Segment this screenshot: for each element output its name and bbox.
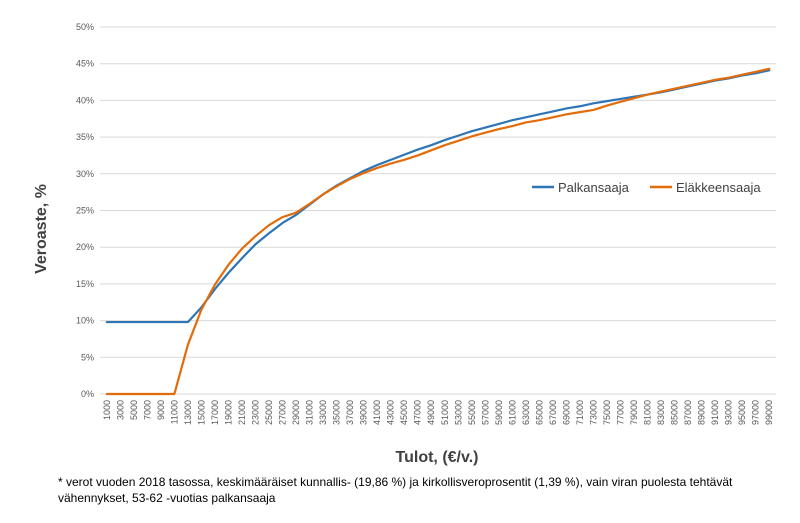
x-tick-label: 51000	[440, 400, 450, 425]
x-tick-label: 95000	[737, 400, 747, 425]
y-tick-label: 0%	[81, 389, 94, 399]
y-axis-ticks: 0% 5% 10% 15% 20% 25% 30% 35% 40% 45% 50%	[76, 22, 94, 399]
x-tick-label: 29000	[291, 400, 301, 425]
x-axis-title: Tulot, (€/v.)	[396, 449, 479, 466]
x-tick-label: 15000	[196, 400, 206, 425]
y-tick-label: 35%	[76, 132, 94, 142]
x-tick-label: 63000	[521, 400, 531, 425]
x-tick-label: 87000	[683, 400, 693, 425]
x-tick-label: 61000	[507, 400, 517, 425]
x-tick-label: 85000	[670, 400, 680, 425]
x-tick-label: 17000	[210, 400, 220, 425]
x-tick-label: 47000	[413, 400, 423, 425]
legend: Palkansaaja Eläkkeensaaja	[532, 180, 761, 195]
x-tick-label: 45000	[399, 400, 409, 425]
x-tick-label: 65000	[534, 400, 544, 425]
x-tick-label: 97000	[751, 400, 761, 425]
x-tick-label: 91000	[710, 400, 720, 425]
x-tick-label: 79000	[629, 400, 639, 425]
x-tick-label: 49000	[426, 400, 436, 425]
y-tick-label: 10%	[76, 316, 94, 326]
x-tick-label: 3000	[115, 400, 125, 420]
x-tick-label: 25000	[264, 400, 274, 425]
x-axis-ticks: 1000 3000 5000 7000 9000 11000 13000 15000 17000…	[102, 400, 774, 425]
x-tick-label: 89000	[697, 400, 707, 425]
y-axis-title: Veroaste, %	[33, 184, 50, 274]
x-tick-label: 13000	[183, 400, 193, 425]
x-tick-label: 55000	[467, 400, 477, 425]
x-tick-label: 73000	[588, 400, 598, 425]
x-tick-label: 59000	[494, 400, 504, 425]
x-tick-label: 27000	[278, 400, 288, 425]
x-tick-label: 71000	[575, 400, 585, 425]
x-tick-label: 67000	[548, 400, 558, 425]
series-lines	[105, 67, 771, 396]
x-tick-label: 21000	[237, 400, 247, 425]
x-tick-label: 41000	[372, 400, 382, 425]
series-line-2	[105, 67, 771, 396]
x-tick-label: 33000	[318, 400, 328, 425]
x-tick-label: 1000	[102, 400, 112, 420]
x-tick-label: 37000	[345, 400, 355, 425]
x-tick-label: 57000	[480, 400, 490, 425]
x-tick-label: 11000	[169, 400, 179, 424]
x-tick-label: 35000	[332, 400, 342, 425]
x-tick-label: 39000	[359, 400, 369, 425]
x-tick-label: 93000	[724, 400, 734, 425]
y-tick-label: 50%	[76, 22, 94, 32]
legend-label-2: Eläkkeensaaja	[676, 180, 761, 195]
x-tick-label: 31000	[305, 400, 315, 425]
x-tick-label: 75000	[602, 400, 612, 425]
y-tick-label: 40%	[76, 95, 94, 105]
x-tick-label: 77000	[616, 400, 626, 425]
x-tick-label: 53000	[453, 400, 463, 425]
x-tick-label: 83000	[656, 400, 666, 425]
x-tick-label: 7000	[142, 400, 152, 420]
legend-label-1: Palkansaaja	[558, 180, 630, 195]
x-tick-label: 43000	[386, 400, 396, 425]
footnote: * verot vuoden 2018 tasossa, keskimääräi…	[58, 475, 733, 505]
y-tick-label: 45%	[76, 59, 94, 69]
x-tick-label: 81000	[643, 400, 653, 425]
y-tick-label: 20%	[76, 242, 94, 252]
y-tick-label: 5%	[81, 352, 94, 362]
x-tick-label: 23000	[250, 400, 260, 425]
y-tick-label: 30%	[76, 169, 94, 179]
x-tick-label: 99000	[764, 400, 774, 425]
gridlines	[100, 26, 776, 395]
y-tick-label: 15%	[76, 279, 94, 289]
y-tick-label: 25%	[76, 206, 94, 216]
x-tick-label: 5000	[129, 400, 139, 420]
x-tick-label: 9000	[156, 400, 166, 420]
x-tick-label: 19000	[223, 400, 233, 425]
x-tick-label: 69000	[561, 400, 571, 425]
